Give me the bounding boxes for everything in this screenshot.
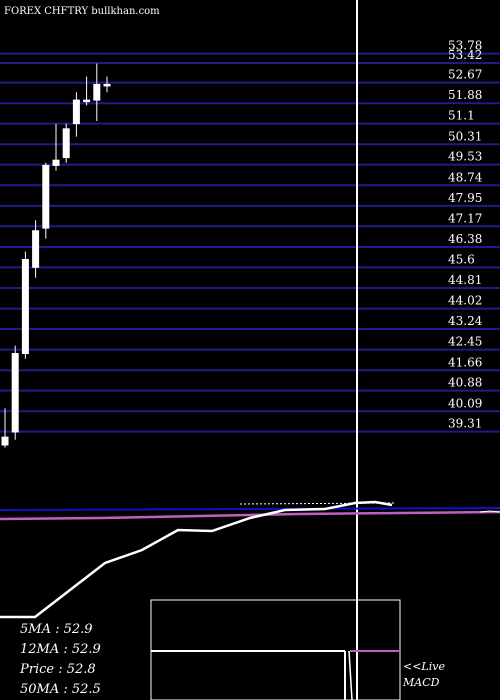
ma50-readout: 50MA : 52.5	[20, 682, 101, 697]
y-tick-label: 48.74	[448, 170, 483, 184]
macd-label-line: MACD	[402, 676, 440, 689]
y-tick-label: 43.24	[448, 314, 483, 328]
y-tick-label: 44.02	[448, 294, 482, 308]
y-tick-label: 52.67	[448, 68, 482, 82]
candle-body	[52, 159, 60, 166]
candle-body	[42, 164, 50, 229]
y-tick-label: 49.53	[448, 150, 482, 164]
macd-bar	[348, 650, 353, 700]
y-tick-label: 47.17	[448, 211, 482, 225]
candle-body	[72, 99, 80, 125]
price-line	[0, 500, 393, 619]
y-tick-label: 40.88	[448, 376, 482, 390]
candle-body	[1, 436, 9, 446]
y-tick-label: 53.42	[448, 48, 482, 62]
price-readout: Price : 52.8	[19, 662, 96, 677]
ma-tail-line	[479, 510, 500, 513]
macd-label-line: <<Live	[403, 660, 445, 673]
candle-body	[21, 258, 29, 355]
y-tick-label: 45.6	[448, 252, 475, 266]
candle-body	[103, 83, 111, 87]
candles	[1, 63, 111, 448]
candle-body	[32, 230, 40, 268]
y-tick-label: 47.95	[448, 191, 482, 205]
y-tick-label: 51.1	[448, 109, 475, 123]
y-tick-label: 44.81	[448, 273, 482, 287]
candle-body	[62, 128, 70, 159]
chart-watermark: FOREX CHFTRY bullkhan.com	[4, 6, 160, 17]
candle-body	[83, 99, 91, 103]
macd-label: <<Live MACD	[402, 660, 445, 689]
ma-blue-line	[0, 507, 500, 511]
y-tick-label: 40.09	[448, 396, 482, 410]
ma12-readout: 12MA : 52.9	[20, 642, 101, 657]
y-tick-label: 42.45	[448, 335, 482, 349]
y-tick-label: 51.88	[448, 88, 482, 102]
y-tick-label: 41.66	[448, 355, 482, 369]
price-grid	[0, 52, 500, 433]
candle-body	[93, 83, 101, 101]
ma-pink-line	[0, 510, 500, 521]
candle-body	[11, 353, 19, 433]
y-tick-label: 46.38	[448, 232, 482, 246]
ma5-readout: 5MA : 52.9	[20, 622, 93, 637]
y-tick-label: 50.31	[448, 129, 482, 143]
y-tick-label: 39.31	[448, 417, 482, 431]
y-tick-label: 53.78	[448, 39, 482, 53]
